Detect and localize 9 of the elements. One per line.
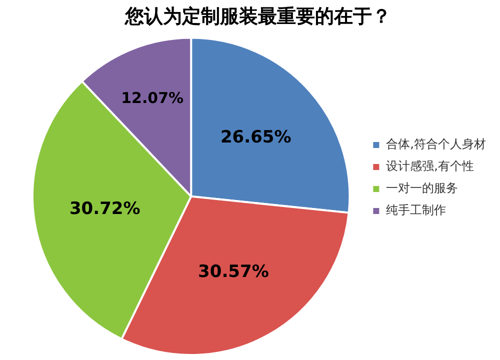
chart-title: 您认为定制服装最重要的在于？ (124, 5, 391, 28)
legend-label: 合体,符合个人身材 (386, 137, 486, 152)
data-label: 12.07% (121, 89, 184, 108)
data-label: 30.57% (198, 262, 269, 282)
data-label: 30.72% (69, 199, 140, 220)
legend-label: 一对一的服务 (386, 181, 458, 196)
legend-label: 纯手工制作 (386, 203, 446, 218)
legend-label: 设计感强,有个性 (386, 159, 474, 174)
data-label: 26.65% (220, 127, 292, 148)
